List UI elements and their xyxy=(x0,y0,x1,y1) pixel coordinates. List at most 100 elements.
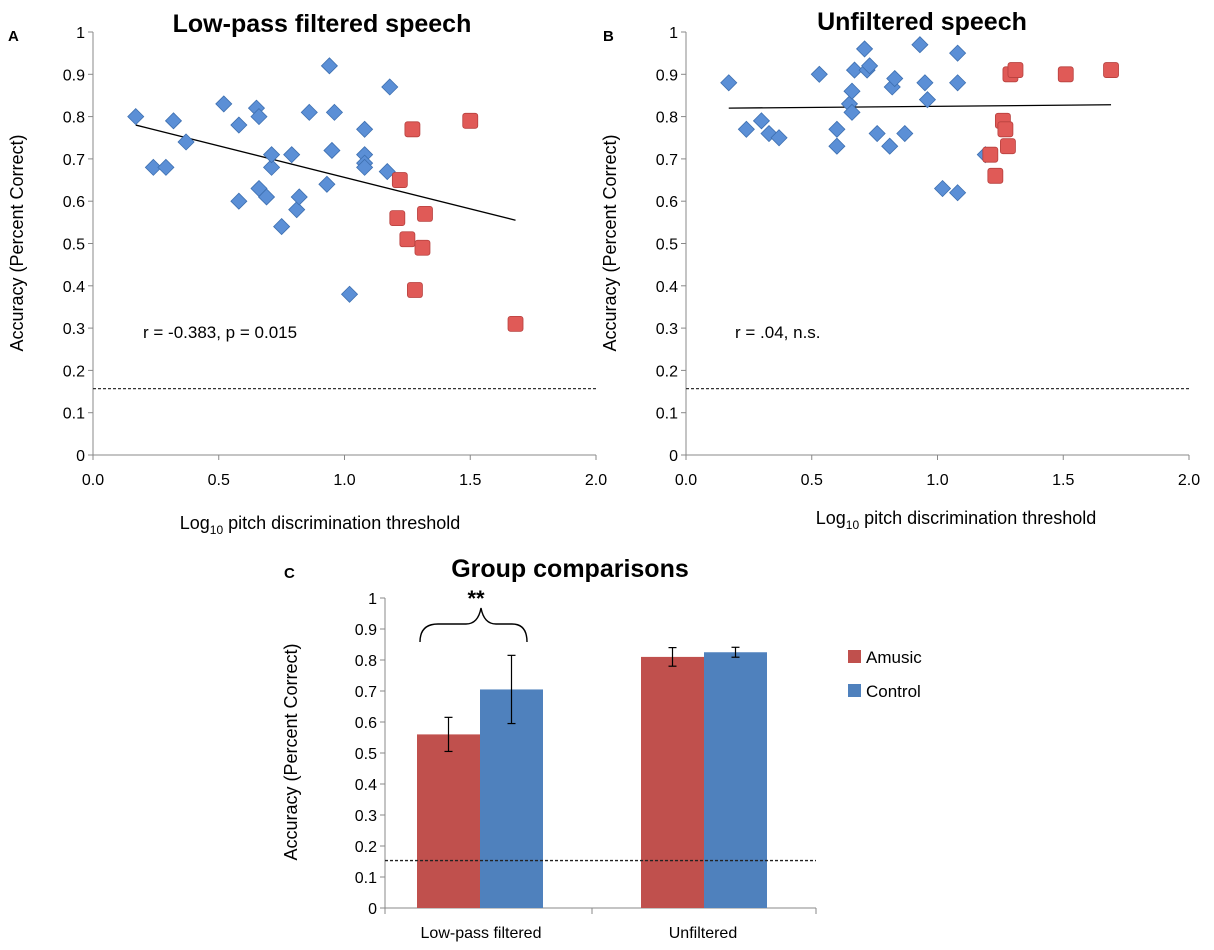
panel-b-y-tick-label: 0.2 xyxy=(656,363,678,380)
panel-c-y-tick-label: 0.3 xyxy=(355,808,377,825)
panel-b-point-control xyxy=(933,179,952,198)
panel-b-point-control xyxy=(918,91,937,109)
panel-b-point-control xyxy=(881,137,899,155)
panel-c-category-label: Low-pass filtered xyxy=(421,925,542,942)
panel-a: A Low-pass filtered speech Accuracy (Per… xyxy=(7,10,607,537)
panel-a-y-tick-label: 0.4 xyxy=(63,279,85,296)
panel-c-y-tick-label: 0.8 xyxy=(355,653,377,670)
panel-b-y-tick-label: 0 xyxy=(669,448,678,465)
panel-b-x-axis-label: Log10 pitch discrimination threshold xyxy=(816,508,1097,532)
panel-a-point-control xyxy=(230,192,248,210)
panel-c-y-tick-label: 0.1 xyxy=(355,870,377,887)
panel-a-point-control xyxy=(320,57,338,75)
panel-c-title: Group comparisons xyxy=(451,555,689,583)
panel-b-point-control xyxy=(949,184,967,202)
panel-a-point-amusic xyxy=(389,210,406,227)
panel-b-x-axis-label-log: Log xyxy=(816,508,846,528)
panel-b-point-control xyxy=(911,36,929,54)
panel-a-point-control xyxy=(300,103,318,121)
panel-b-point-amusic xyxy=(1057,66,1074,83)
panel-a-x-tick-label: 0.0 xyxy=(82,472,104,489)
panel-a-point-control xyxy=(157,158,175,176)
panel-a-y-tick-label: 0.1 xyxy=(63,406,85,423)
panel-a-point-control xyxy=(356,158,374,176)
panel-b-y-tick-label: 0.3 xyxy=(656,321,678,338)
panel-a-y-tick-label: 0.7 xyxy=(63,152,85,169)
panel-a-point-control xyxy=(381,78,399,96)
panel-b-point-control xyxy=(810,65,828,83)
panel-b-point-control xyxy=(916,74,934,92)
panel-c-y-tick-label: 1 xyxy=(368,591,377,608)
panel-c-letter: C xyxy=(284,565,295,582)
panel-a-fit-line xyxy=(135,124,516,221)
panel-a-point-control xyxy=(262,158,281,176)
panel-b-x-tick-label: 2.0 xyxy=(1178,472,1200,489)
panel-b-x-tick-label: 1.5 xyxy=(1052,472,1074,489)
panel-b-point-amusic xyxy=(1007,62,1024,78)
legend-label-amusic: Amusic xyxy=(866,648,922,667)
panel-a-y-tick-label: 0.3 xyxy=(63,321,85,338)
panel-c-y-tick-label: 0.7 xyxy=(355,684,377,701)
panel-b-y-tick-label: 0.1 xyxy=(656,406,678,423)
panel-a-point-control xyxy=(144,158,162,176)
panel-a-point-control xyxy=(257,188,276,206)
panel-b-y-tick-label: 0.4 xyxy=(656,279,678,296)
legend-swatch-control xyxy=(848,684,861,697)
panel-a-point-control xyxy=(340,285,359,303)
panel-b-point-control xyxy=(886,69,904,88)
panel-b-point-control xyxy=(752,112,771,130)
legend-swatch-amusic xyxy=(848,650,861,663)
panel-a-point-control xyxy=(378,163,396,181)
panel-b-point-control xyxy=(855,40,874,58)
panel-b-annotation: r = .04, n.s. xyxy=(735,323,821,342)
panel-c-y-tick-label: 0.2 xyxy=(355,839,377,856)
panel-a-point-control xyxy=(127,108,145,126)
panel-a-y-tick-label: 0.6 xyxy=(63,194,85,211)
panel-c-y-tick-label: 0.5 xyxy=(355,746,377,763)
panel-a-point-control xyxy=(356,120,374,138)
panel-a-annotation: r = -0.383, p = 0.015 xyxy=(143,323,297,342)
panel-a-y-tick-label: 0.9 xyxy=(63,67,85,84)
panel-a-point-control xyxy=(323,141,341,160)
panel-b-letter: B xyxy=(603,28,614,45)
significance-marker: ** xyxy=(467,586,485,611)
panel-b-title: Unfiltered speech xyxy=(817,8,1027,36)
panel-b-point-control xyxy=(828,137,846,155)
panel-c-y-tick-label: 0 xyxy=(368,901,377,918)
panel-b-point-control xyxy=(896,124,914,143)
panel-a-point-control xyxy=(262,146,281,164)
panel-b-point-control xyxy=(843,82,861,100)
panel-a-point-amusic xyxy=(462,112,479,129)
panel-a-y-tick-label: 0.5 xyxy=(63,237,85,254)
panel-b-y-tick-label: 0.9 xyxy=(656,67,678,84)
panel-b-point-control xyxy=(770,129,788,147)
panel-a-x-tick-label: 1.0 xyxy=(333,472,355,489)
legend-label-control: Control xyxy=(866,682,921,701)
panel-a-point-amusic xyxy=(414,239,431,256)
panel-a-x-axis-label-log: Log xyxy=(180,513,210,533)
panel-c-y-tick-label: 0.6 xyxy=(355,715,377,732)
panel-b-x-tick-label: 1.0 xyxy=(926,472,948,489)
panel-c-y-axis-label: Accuracy (Percent Correct) xyxy=(281,643,301,860)
panel-b-x-axis-label-sub: 10 xyxy=(846,518,860,532)
panel-a-point-control xyxy=(250,108,268,126)
panel-a-point-amusic xyxy=(399,231,416,248)
panel-c-category-label: Unfiltered xyxy=(669,925,737,942)
panel-b-y-tick-label: 1 xyxy=(669,25,678,42)
panel-b-point-control xyxy=(861,57,879,75)
panel-b-point-control xyxy=(737,120,755,138)
panel-b-point-amusic xyxy=(982,146,999,163)
panel-a-y-tick-label: 0.8 xyxy=(63,110,85,127)
panel-b-y-tick-label: 0.8 xyxy=(656,110,678,127)
panel-b-point-control xyxy=(949,74,967,92)
panel-b-y-tick-label: 0.5 xyxy=(656,237,678,254)
panel-a-point-amusic xyxy=(417,205,433,222)
panel-c: C Group comparisons Accuracy (Percent Co… xyxy=(281,555,922,942)
bar-control xyxy=(704,652,767,908)
panel-a-x-tick-label: 2.0 xyxy=(585,472,607,489)
panel-b-x-tick-label: 0.0 xyxy=(675,472,697,489)
panel-b-point-amusic xyxy=(987,167,1004,184)
panel-a-x-tick-label: 1.5 xyxy=(459,472,481,489)
panel-c-y-tick-label: 0.9 xyxy=(355,622,377,639)
